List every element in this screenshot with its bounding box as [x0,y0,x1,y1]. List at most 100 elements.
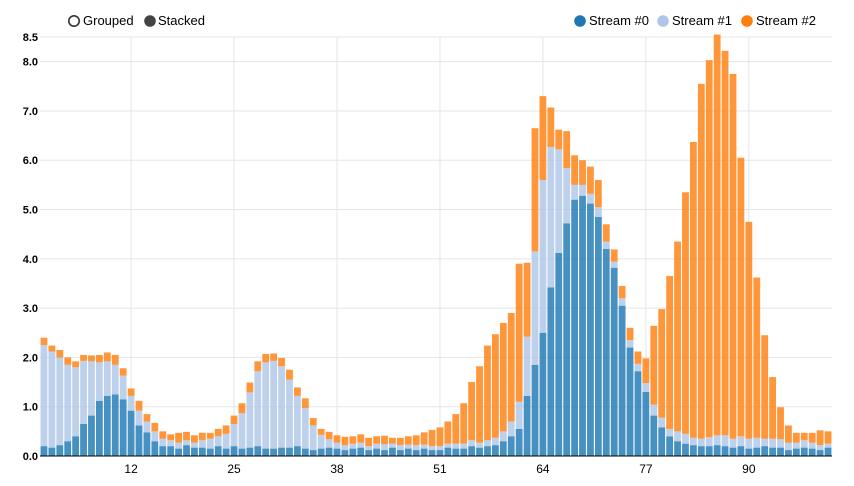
bar-stream-2[interactable] [191,435,198,443]
bar-stream-0[interactable] [587,203,594,456]
bar-stream-0[interactable] [270,448,278,456]
bar-stream-1[interactable] [254,371,262,447]
bar-stream-0[interactable] [333,448,341,456]
bar-stream-2[interactable] [262,353,270,363]
bar-stream-1[interactable] [769,438,776,448]
bar-stream-2[interactable] [206,432,214,439]
bar-stream-2[interactable] [270,353,278,361]
bar-stream-2[interactable] [40,337,48,346]
bar-stream-1[interactable] [230,423,238,447]
bar-stream-2[interactable] [278,357,285,367]
bar-stream-2[interactable] [721,50,729,436]
bar-stream-0[interactable] [72,436,80,456]
bar-stream-0[interactable] [412,450,420,456]
bar-stream-1[interactable] [56,357,64,446]
bar-stream-2[interactable] [127,388,135,396]
bar-stream-1[interactable] [697,438,705,447]
bar-stream-2[interactable] [824,431,832,444]
bar-stream-2[interactable] [737,157,745,437]
bar-stream-2[interactable] [349,436,357,444]
bar-stream-1[interactable] [191,442,198,448]
bar-stream-1[interactable] [246,392,254,448]
bar-stream-0[interactable] [705,446,713,456]
bar-stream-1[interactable] [792,442,800,449]
bar-stream-2[interactable] [539,96,547,180]
bar-stream-1[interactable] [238,413,246,449]
bar-stream-0[interactable] [689,445,697,456]
bar-stream-1[interactable] [491,437,499,446]
bar-stream-0[interactable] [602,248,610,456]
bar-stream-0[interactable] [198,447,206,456]
bar-stream-0[interactable] [365,450,373,456]
bar-stream-0[interactable] [737,446,745,456]
bar-stream-2[interactable] [436,427,444,447]
bar-stream-0[interactable] [594,216,602,456]
bar-stream-0[interactable] [634,371,642,456]
bar-stream-0[interactable] [175,448,182,456]
bar-stream-0[interactable] [389,447,396,456]
bar-stream-1[interactable] [507,421,515,437]
bar-stream-2[interactable] [56,350,64,358]
bar-stream-0[interactable] [309,450,317,456]
bar-stream-0[interactable] [404,448,412,456]
bar-stream-0[interactable] [610,267,618,456]
bar-stream-2[interactable] [682,192,689,434]
bar-stream-2[interactable] [317,428,325,435]
bar-stream-2[interactable] [198,432,206,441]
bar-stream-1[interactable] [183,440,190,446]
bar-stream-2[interactable] [396,437,404,446]
bar-stream-2[interactable] [80,354,87,361]
bar-stream-1[interactable] [357,442,365,448]
bar-stream-1[interactable] [270,360,278,449]
bar-stream-2[interactable] [222,425,230,434]
bar-stream-0[interactable] [222,448,230,456]
bar-stream-2[interactable] [175,432,182,443]
bar-stream-1[interactable] [64,364,72,442]
bar-stream-2[interactable] [72,361,80,368]
bar-stream-1[interactable] [349,443,357,449]
bar-stream-1[interactable] [579,184,586,196]
bar-stream-2[interactable] [135,400,143,411]
bar-stream-1[interactable] [95,362,103,401]
bar-stream-2[interactable] [325,431,333,440]
bar-stream-0[interactable] [745,448,753,456]
bar-stream-0[interactable] [246,447,254,456]
bar-stream-1[interactable] [777,439,784,448]
bar-stream-0[interactable] [539,332,547,456]
bar-stream-1[interactable] [452,443,460,449]
bar-stream-2[interactable] [452,414,460,444]
bar-stream-0[interactable] [64,441,72,456]
bar-stream-0[interactable] [452,448,460,456]
bar-stream-1[interactable] [650,404,658,416]
bar-stream-1[interactable] [753,437,761,448]
bar-stream-1[interactable] [381,444,388,451]
bar-stream-1[interactable] [816,445,824,451]
bar-stream-0[interactable] [721,446,729,456]
bar-stream-1[interactable] [301,408,309,449]
bar-stream-2[interactable] [753,277,761,438]
bar-stream-2[interactable] [476,366,483,443]
bar-stream-2[interactable] [785,425,792,443]
bar-stream-0[interactable] [420,448,428,456]
bar-stream-2[interactable] [95,354,103,363]
bar-stream-1[interactable] [222,433,230,449]
bar-stream-2[interactable] [103,352,111,362]
bar-stream-1[interactable] [515,401,523,429]
bar-stream-2[interactable] [745,221,753,439]
bar-stream-1[interactable] [325,439,333,448]
bar-stream-1[interactable] [428,446,436,451]
bar-stream-0[interactable] [460,448,468,456]
bar-stream-2[interactable] [420,432,428,445]
bar-stream-1[interactable] [539,179,547,333]
bar-stream-0[interactable] [444,447,452,456]
bar-stream-0[interactable] [286,447,293,456]
bar-stream-2[interactable] [365,437,373,447]
bar-stream-2[interactable] [594,179,602,208]
bar-stream-0[interactable] [674,441,681,456]
bar-stream-2[interactable] [159,431,167,439]
bar-stream-0[interactable] [428,450,436,456]
bar-stream-2[interactable] [626,327,634,341]
bar-stream-0[interactable] [95,400,103,456]
legend-item-stream-0[interactable]: Stream #0 [574,13,649,28]
bar-stream-1[interactable] [484,440,491,447]
